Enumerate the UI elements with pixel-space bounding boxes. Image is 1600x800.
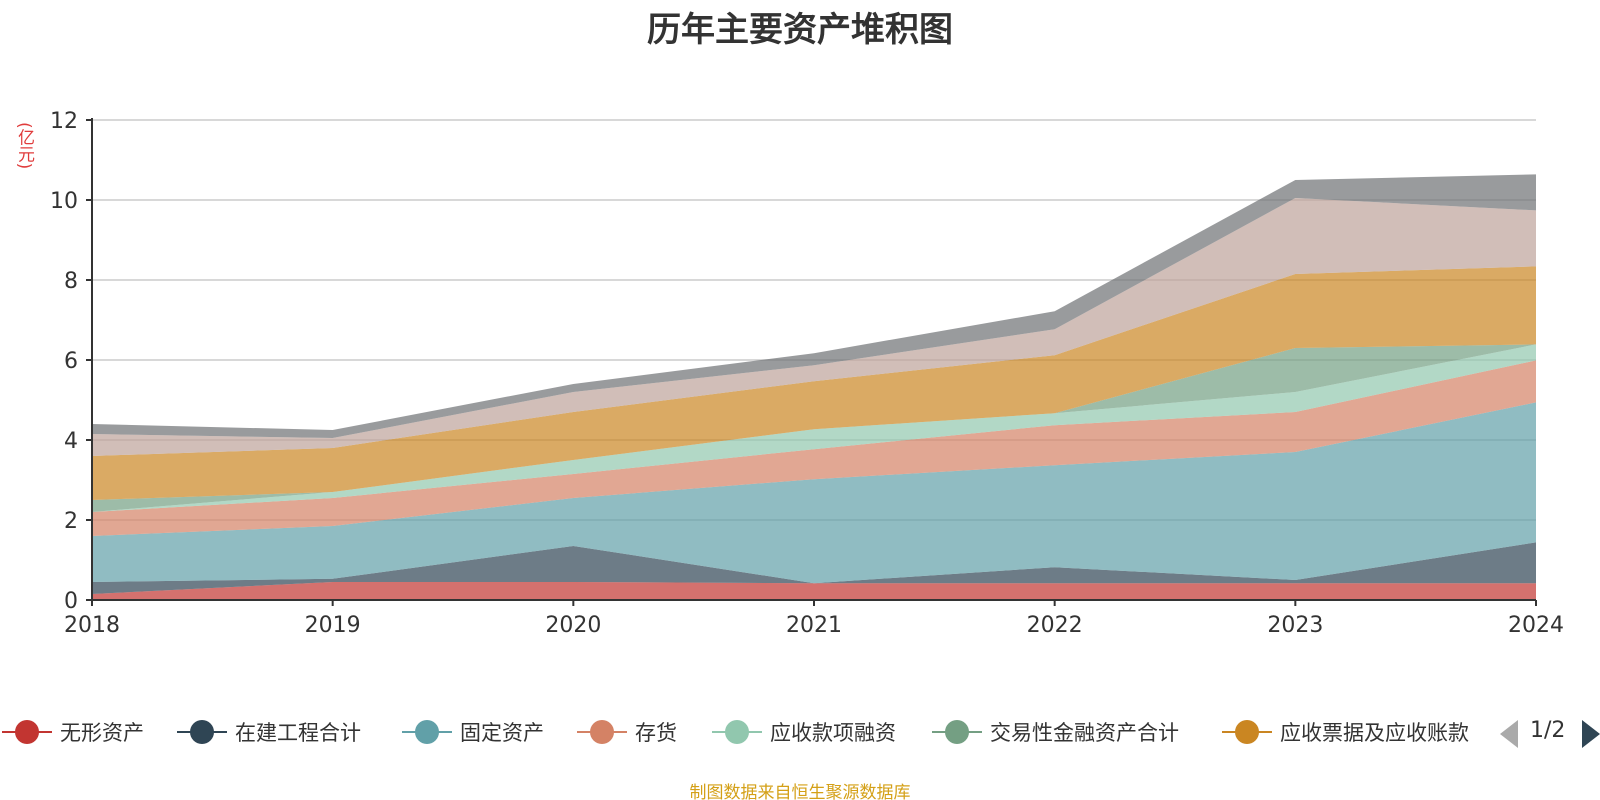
area-series — [92, 360, 1536, 536]
legend-item-trading-financial-assets[interactable]: 交易性金融资产合计 — [932, 712, 1179, 752]
legend-marker-dot — [590, 720, 614, 744]
legend-label: 固定资产 — [460, 721, 544, 745]
area-series — [92, 542, 1536, 594]
legend-label: 应收款项融资 — [770, 721, 896, 745]
y-tick-label: 0 — [64, 589, 78, 614]
legend-marker — [1222, 712, 1272, 752]
legend-marker-dot — [945, 720, 969, 744]
legend-label: 应收票据及应收账款 — [1280, 721, 1469, 745]
area-series — [92, 198, 1536, 456]
legend-item-notes-and-accounts-receivable[interactable]: 应收票据及应收账款 — [1222, 712, 1469, 752]
legend-marker — [712, 712, 762, 752]
area-series — [92, 344, 1536, 512]
legend-marker-dot — [15, 720, 39, 744]
legend-item-receivables-financing[interactable]: 应收款项融资 — [712, 712, 896, 752]
legend-marker — [402, 712, 452, 752]
legend-label: 存货 — [635, 721, 677, 745]
y-axis-unit-label: (亿元) — [14, 122, 34, 170]
x-tick-label: 2021 — [786, 613, 842, 638]
legend-marker — [2, 712, 52, 752]
source-note: 制图数据来自恒生聚源数据库 — [689, 783, 911, 800]
legend-marker-dot — [725, 720, 749, 744]
legend-page-indicator: 1/2 — [1530, 718, 1566, 743]
legend-prev-page-arrow-icon[interactable] — [1500, 720, 1518, 748]
y-tick-label: 4 — [64, 429, 78, 454]
legend-marker — [932, 712, 982, 752]
x-tick-label: 2020 — [545, 613, 601, 638]
area-series — [92, 402, 1536, 584]
legend-label: 在建工程合计 — [235, 721, 361, 745]
legend-marker-dot — [190, 720, 214, 744]
legend-marker-dot — [415, 720, 439, 744]
legend-item-construction-in-progress[interactable]: 在建工程合计 — [177, 712, 361, 752]
x-tick-label: 2022 — [1027, 613, 1083, 638]
y-tick-label: 6 — [64, 349, 78, 374]
x-tick-label: 2024 — [1508, 613, 1564, 638]
legend: 无形资产 在建工程合计 固定资产 存货 — [0, 712, 1600, 752]
area-series — [92, 266, 1536, 500]
area-series — [92, 582, 1536, 600]
legend-next-page-arrow-icon[interactable] — [1582, 720, 1600, 748]
y-tick-label: 8 — [64, 269, 78, 294]
chart-title: 历年主要资产堆积图 — [647, 10, 953, 50]
x-tick-label: 2019 — [305, 613, 361, 638]
x-tick-label: 2023 — [1267, 613, 1323, 638]
area-series — [92, 174, 1536, 438]
legend-label: 无形资产 — [60, 721, 144, 745]
y-tick-label: 2 — [64, 509, 78, 534]
x-tick-label: 2018 — [64, 613, 120, 638]
legend-item-intangible-assets[interactable]: 无形资产 — [2, 712, 144, 752]
legend-marker-dot — [1235, 720, 1259, 744]
legend-marker — [177, 712, 227, 752]
legend-label: 交易性金融资产合计 — [990, 721, 1179, 745]
y-tick-label: 10 — [50, 189, 78, 214]
legend-marker — [577, 712, 627, 752]
legend-item-inventory[interactable]: 存货 — [577, 712, 677, 752]
y-tick-label: 12 — [50, 109, 78, 134]
legend-item-fixed-assets[interactable]: 固定资产 — [402, 712, 544, 752]
stacked-area-plot: 0 2 4 6 8 10 12 2018 2019 2020 2021 2022 2023 2024 — [50, 109, 1564, 638]
